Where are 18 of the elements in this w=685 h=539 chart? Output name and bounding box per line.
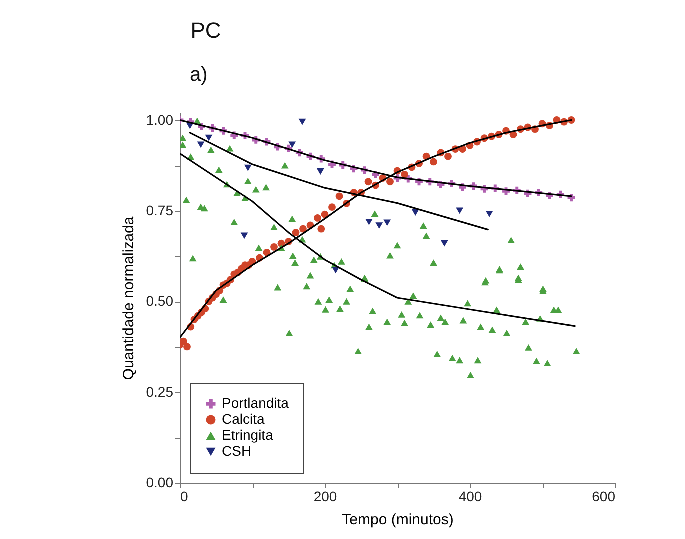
x-tick-label: 200 bbox=[314, 488, 338, 504]
text: a) bbox=[190, 64, 208, 86]
y-tick-label: 1.00 bbox=[146, 112, 174, 128]
legend-label: Portlandita bbox=[222, 395, 290, 411]
legend-label: Etringita bbox=[222, 427, 274, 443]
x-tick-label: 600 bbox=[592, 488, 616, 504]
legend-label: CSH bbox=[222, 443, 252, 459]
y-tick-label: 0.25 bbox=[146, 384, 174, 400]
chart-title: PC bbox=[190, 18, 222, 43]
x-axis-title: Tempo (minutos) bbox=[342, 512, 454, 528]
y-tick-label: 0.00 bbox=[146, 474, 174, 490]
y-axis-title: Quantidade normalizada bbox=[120, 216, 138, 380]
x-tick-label: 0 bbox=[180, 488, 188, 504]
y-tick-label: 0.50 bbox=[146, 293, 174, 310]
line-series bbox=[189, 132, 489, 231]
y-tick-label: 0.75 bbox=[146, 202, 174, 218]
x-tick-label: 400 bbox=[458, 488, 482, 504]
legend-label: Calcita bbox=[222, 411, 266, 427]
